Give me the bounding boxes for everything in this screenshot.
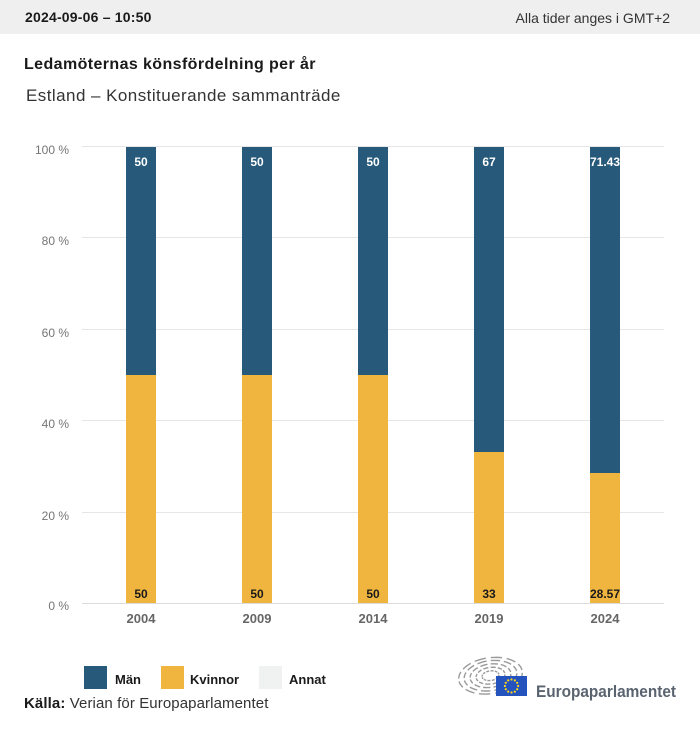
- svg-text:Europaparlamentet: Europaparlamentet: [536, 683, 676, 701]
